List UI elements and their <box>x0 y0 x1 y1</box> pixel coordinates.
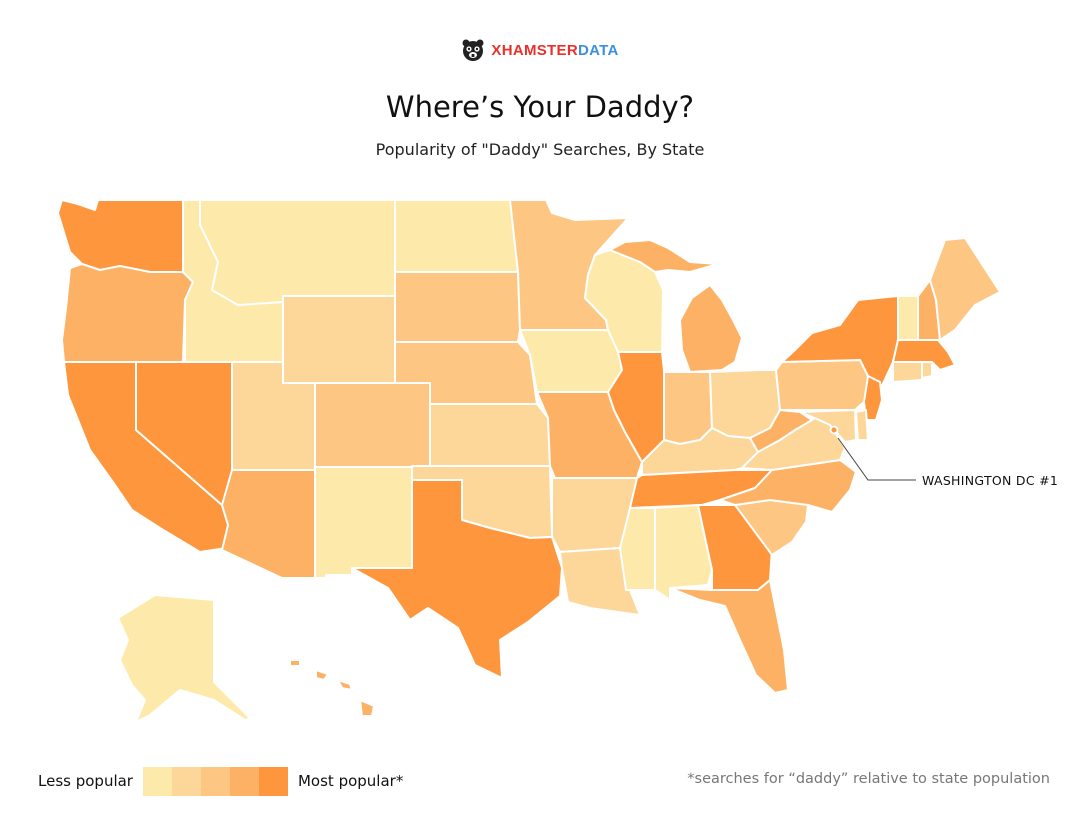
state-hi-big[interactable] <box>359 699 375 717</box>
state-mi[interactable] <box>679 284 743 373</box>
state-ks[interactable] <box>429 403 551 467</box>
state-nj[interactable] <box>863 375 883 421</box>
state-tx[interactable] <box>351 479 563 679</box>
logo-wordmark: XHAMSTERDATA <box>491 42 618 59</box>
state-or[interactable] <box>61 263 194 363</box>
logo-suffix: DATA <box>577 41 619 59</box>
state-de[interactable] <box>855 409 869 441</box>
legend-swatch-2 <box>171 766 201 796</box>
state-nm[interactable] <box>314 466 413 579</box>
state-me[interactable] <box>929 237 1001 341</box>
map-title: Where’s Your Daddy? <box>385 90 695 124</box>
dc-annotation: WASHINGTON DC #1 <box>922 473 1059 488</box>
legend-high-label: Most popular* <box>297 772 404 790</box>
state-vt[interactable] <box>897 295 919 341</box>
state-wy[interactable] <box>282 295 396 384</box>
state-hi-maui[interactable] <box>337 679 353 691</box>
legend-swatches <box>142 766 288 796</box>
legend-swatch-3 <box>200 766 230 796</box>
legend-swatch-4 <box>229 766 259 796</box>
state-mt[interactable] <box>199 199 396 306</box>
state-hi-oahu[interactable] <box>315 669 329 681</box>
state-ma[interactable] <box>892 339 956 371</box>
legend: Less popular Most popular* <box>38 766 403 796</box>
dc-leader-line <box>837 437 916 481</box>
logo-brand: XHAMSTER <box>491 41 578 59</box>
state-co[interactable] <box>314 382 431 468</box>
state-md[interactable] <box>799 409 857 443</box>
state-fl[interactable] <box>669 579 789 694</box>
legend-swatch-1 <box>142 766 172 796</box>
state-pa[interactable] <box>775 359 869 411</box>
footnote: *searches for “daddy” relative to state … <box>687 771 1050 787</box>
legend-low-label: Less popular <box>38 772 133 790</box>
state-wv[interactable] <box>749 409 813 453</box>
state-wa[interactable] <box>57 199 184 273</box>
state-ms[interactable] <box>619 507 656 591</box>
state-ct[interactable] <box>892 361 923 383</box>
state-in[interactable] <box>663 371 713 445</box>
state-az[interactable] <box>221 469 316 579</box>
state-dc[interactable] <box>829 425 839 435</box>
state-sd[interactable] <box>394 271 521 343</box>
legend-swatch-5 <box>258 766 288 796</box>
state-hi-kauai[interactable] <box>289 659 301 667</box>
hamster-icon <box>462 39 484 61</box>
state-ia[interactable] <box>519 329 623 393</box>
logo: XHAMSTERDATA <box>0 38 1080 62</box>
state-nd[interactable] <box>394 199 519 273</box>
state-ak[interactable] <box>117 594 251 723</box>
state-wi[interactable] <box>584 249 664 356</box>
state-ri[interactable] <box>921 361 933 379</box>
state-mi-upper[interactable] <box>609 239 719 273</box>
map-subtitle: Popularity of "Daddy" Searches, By State <box>375 140 705 159</box>
